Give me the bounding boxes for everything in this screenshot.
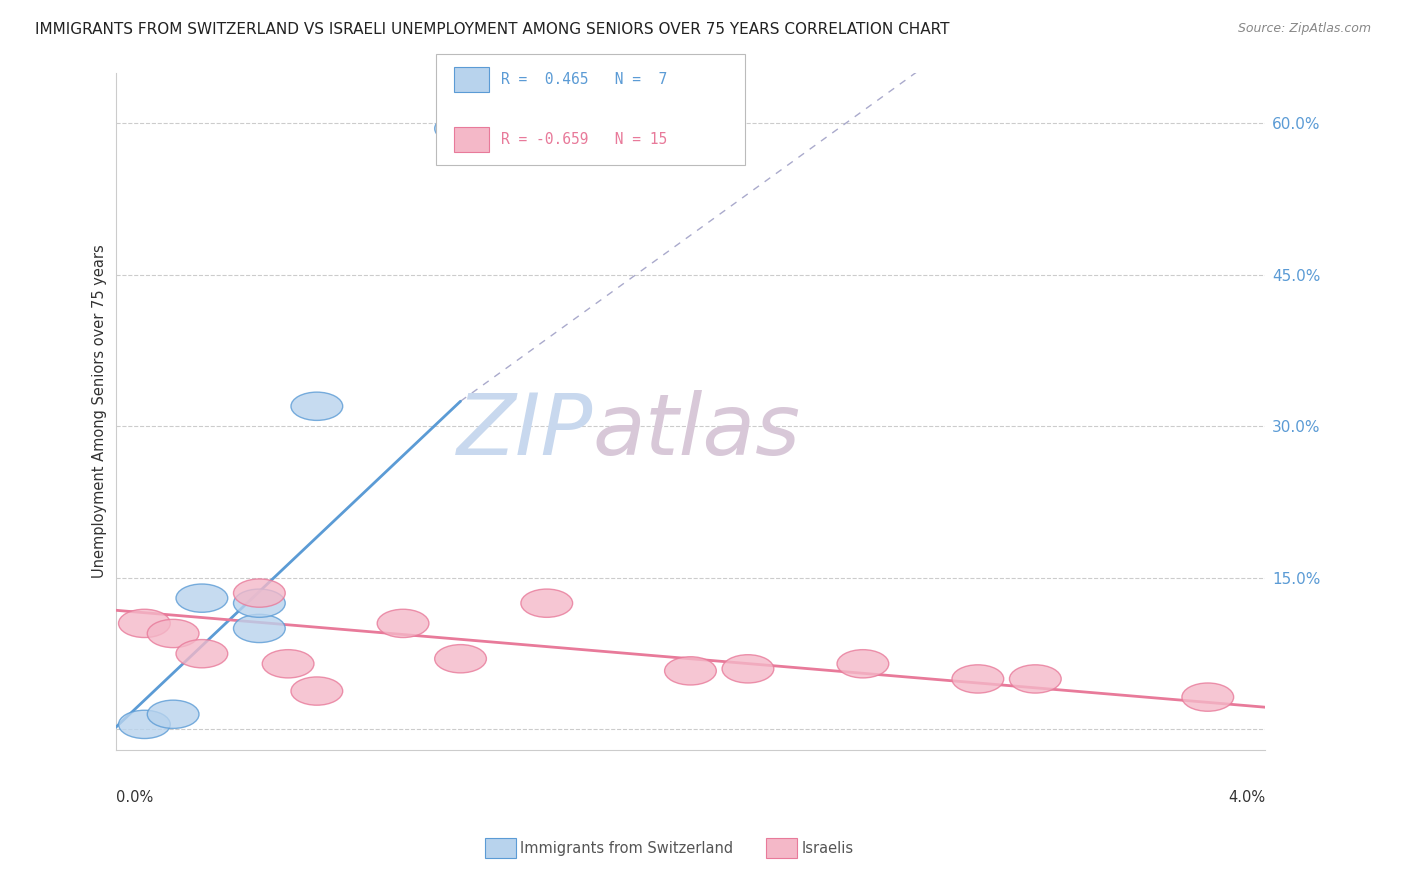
Text: R =  0.465   N =  7: R = 0.465 N = 7	[501, 72, 666, 87]
Ellipse shape	[118, 609, 170, 638]
Ellipse shape	[148, 619, 200, 648]
Ellipse shape	[1010, 665, 1062, 693]
Text: R = -0.659   N = 15: R = -0.659 N = 15	[501, 132, 666, 146]
Ellipse shape	[1182, 683, 1233, 711]
Ellipse shape	[665, 657, 716, 685]
Ellipse shape	[434, 645, 486, 673]
Ellipse shape	[263, 649, 314, 678]
Text: atlas: atlas	[593, 390, 801, 473]
Text: 4.0%: 4.0%	[1227, 790, 1265, 805]
Ellipse shape	[291, 392, 343, 420]
Ellipse shape	[233, 579, 285, 607]
Text: ZIP: ZIP	[457, 390, 593, 473]
Ellipse shape	[952, 665, 1004, 693]
Ellipse shape	[434, 114, 486, 143]
Ellipse shape	[118, 710, 170, 739]
Ellipse shape	[233, 615, 285, 642]
Text: Israelis: Israelis	[801, 841, 853, 855]
Ellipse shape	[291, 677, 343, 706]
Ellipse shape	[520, 589, 572, 617]
Ellipse shape	[233, 589, 285, 617]
Text: IMMIGRANTS FROM SWITZERLAND VS ISRAELI UNEMPLOYMENT AMONG SENIORS OVER 75 YEARS : IMMIGRANTS FROM SWITZERLAND VS ISRAELI U…	[35, 22, 949, 37]
Text: 0.0%: 0.0%	[115, 790, 153, 805]
Ellipse shape	[377, 609, 429, 638]
Ellipse shape	[148, 700, 200, 729]
Ellipse shape	[837, 649, 889, 678]
Text: Immigrants from Switzerland: Immigrants from Switzerland	[520, 841, 734, 855]
Ellipse shape	[176, 640, 228, 668]
Y-axis label: Unemployment Among Seniors over 75 years: Unemployment Among Seniors over 75 years	[93, 244, 107, 578]
Ellipse shape	[176, 584, 228, 612]
Ellipse shape	[723, 655, 773, 683]
Text: Source: ZipAtlas.com: Source: ZipAtlas.com	[1237, 22, 1371, 36]
